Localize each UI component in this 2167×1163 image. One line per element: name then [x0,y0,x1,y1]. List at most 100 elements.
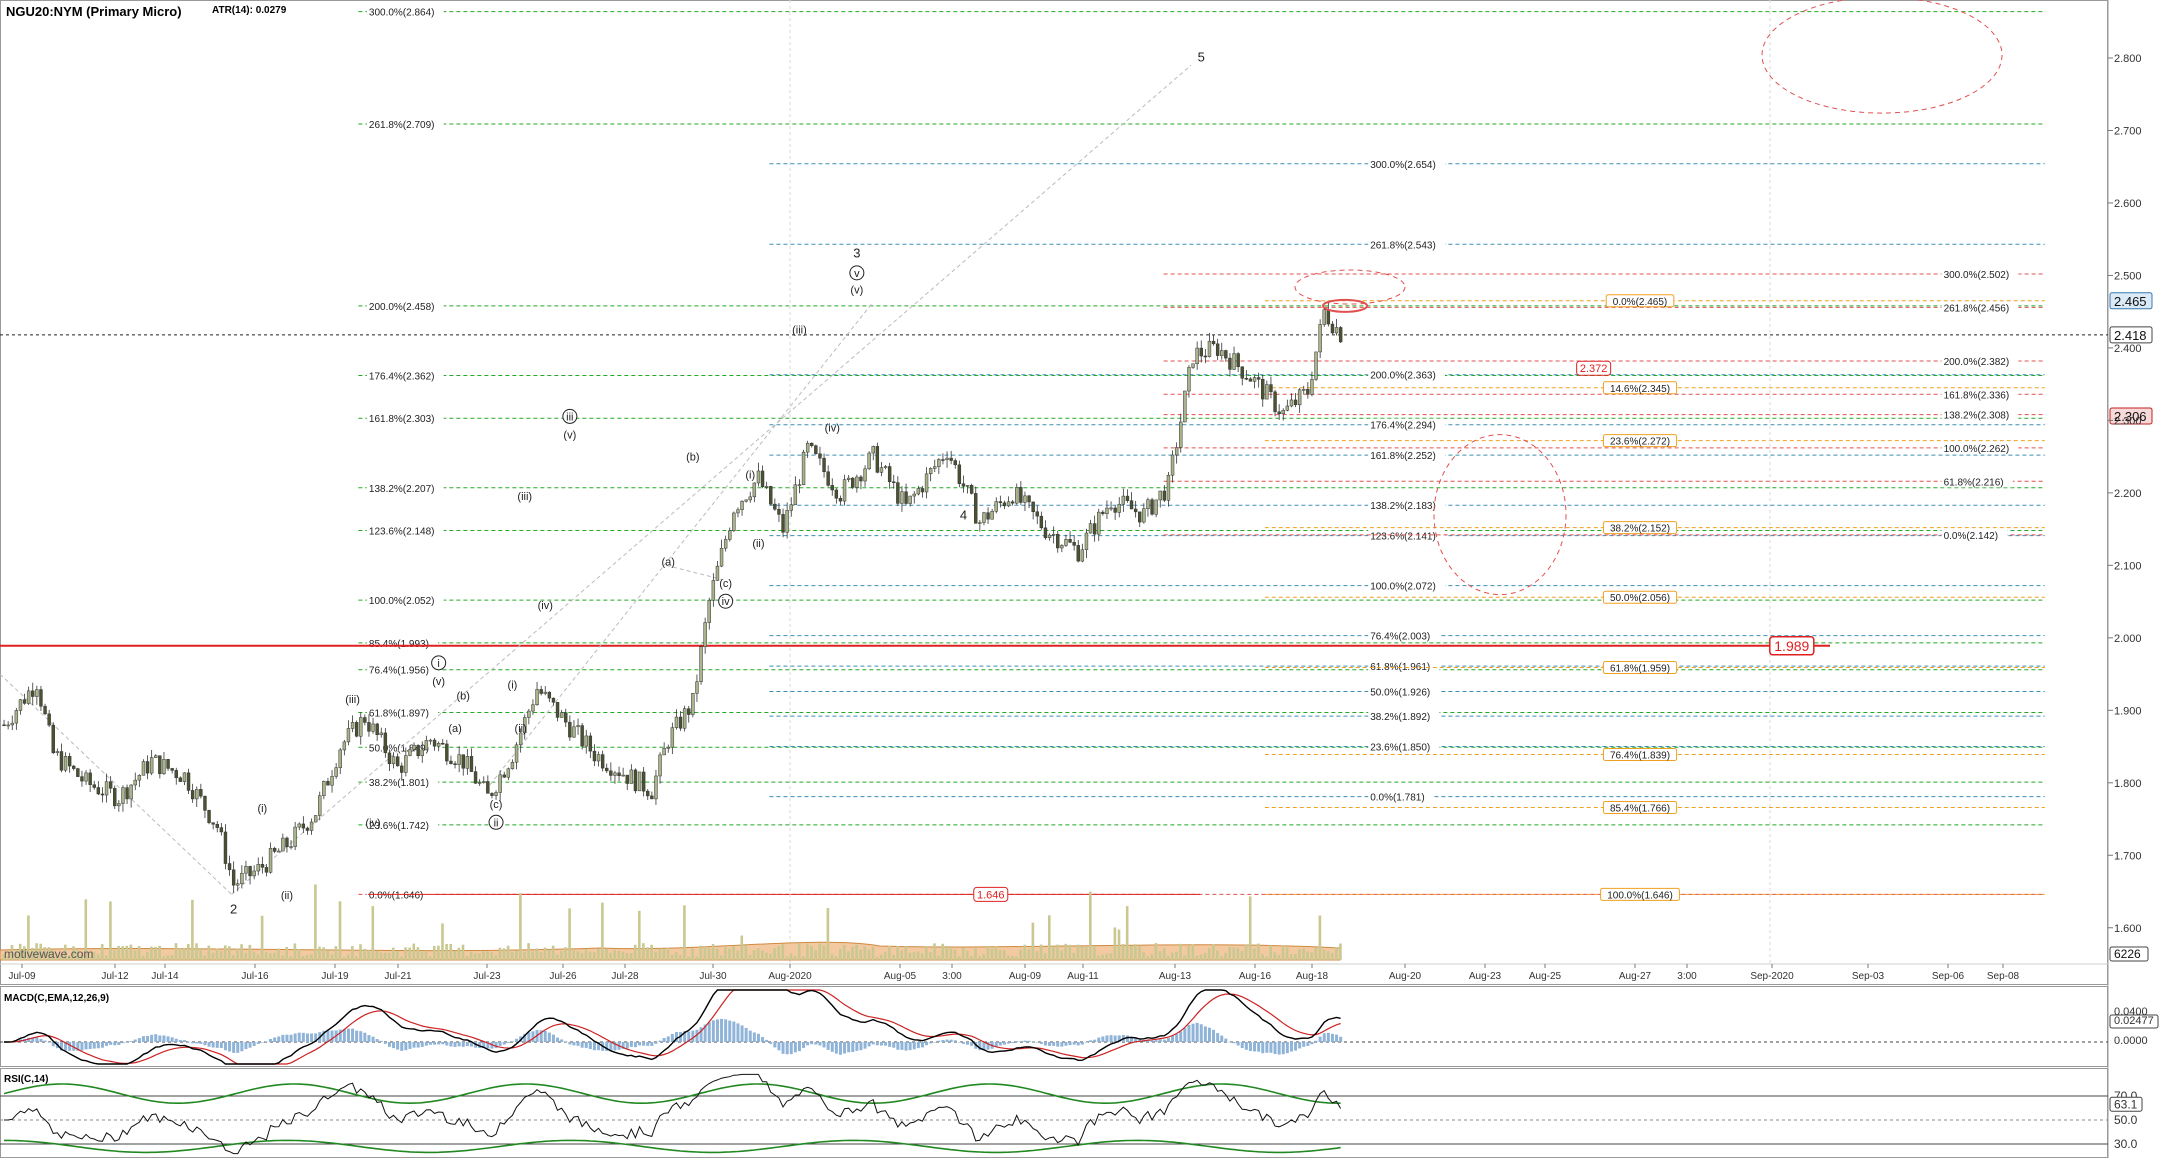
volume-bar [687,956,690,960]
volume-bar [1154,943,1158,960]
volume-bar [1076,944,1080,960]
macd-histogram-bar [765,1039,769,1042]
volume-bar [732,945,735,960]
volume-bar [453,951,457,960]
macd-histogram-bar [59,1042,63,1051]
candle-body [477,782,482,784]
volume-bar [1072,952,1076,960]
macd-histogram-bar [970,1042,974,1046]
volume-bar [211,952,215,960]
wave-label: (ii) [752,538,764,550]
volume-bar [781,944,785,960]
fib-label-bg [1941,388,2019,401]
candle-body [523,717,527,734]
volume-bar [383,952,387,960]
macd-histogram-bar [1117,1035,1121,1042]
fib-level-box [1602,800,1678,814]
candle-body [108,781,113,789]
volume-bar [543,947,547,960]
volume-bar [666,947,670,960]
volume-bar [1134,944,1137,960]
candle-body [617,772,621,777]
fib-label-bg [1941,441,2019,454]
candle-body [1170,454,1175,476]
macd-histogram-bar [662,1037,666,1042]
candle-body [723,539,728,549]
candle-body [461,754,465,769]
candle-body [1105,507,1109,514]
volume-bar [957,956,961,960]
macd-histogram-bar [1007,1042,1011,1044]
wave-label: i [437,658,439,670]
candle-body [1293,399,1298,406]
volume-bar [88,956,92,960]
axis-price-label: 2.465 [2114,294,2147,309]
macd-histogram-bar [31,1037,35,1042]
macd-histogram-bar [1158,1039,1162,1042]
candle-body [96,787,101,795]
macd-histogram-bar [1027,1040,1031,1042]
candle-body [875,446,880,473]
volume-bar [379,952,383,960]
macd-histogram-bar [789,1042,793,1055]
volume-bar [601,902,604,960]
volume-bar [1023,944,1026,960]
macd-histogram-bar [859,1042,863,1051]
volume-bar [203,955,206,960]
channel-line [231,64,1192,895]
macd-histogram-bar [957,1042,961,1043]
volume-bar [1097,955,1100,960]
macd-histogram-bar [769,1042,773,1044]
fib-level-box [1602,381,1678,395]
wave3-top-ellipse [1294,269,1406,305]
macd-signal-line [4,989,1341,1065]
volume-bar [359,944,362,960]
wave-label: iv [722,596,730,608]
rsi-line [4,1073,1342,1155]
volume-bar [334,946,338,960]
macd-histogram-bar [125,1042,129,1043]
candle-body [1150,499,1154,515]
volume-bar [625,953,629,960]
macd-histogram-bar [933,1042,937,1043]
candle-body [1142,508,1146,523]
candle-body [264,867,269,873]
volume-bar [658,948,662,960]
macd-histogram-bar [293,1033,297,1042]
macd-histogram-bar [646,1042,650,1046]
volume-bar [572,950,575,960]
macd-histogram-bar [453,1042,457,1047]
candle-body [510,761,515,770]
candle-body [272,847,277,852]
volume-bar [1101,954,1104,960]
candle-body [449,760,453,764]
fib-level-label: 200.0%(2.363) [1370,371,1436,382]
macd-histogram-bar [1306,1042,1310,1047]
volume-bar [1240,951,1244,960]
candle-body [26,690,31,704]
candle-body [1166,474,1171,501]
macd-histogram-bar [1179,1031,1183,1042]
volume-bar [1269,945,1272,960]
volume-bar [27,915,30,960]
volume-bar [547,949,551,960]
macd-histogram-bar [141,1036,145,1042]
channel-line [666,564,724,581]
axis-price-tag [2109,326,2153,344]
macd-histogram-bar [301,1032,305,1042]
candle-body [1273,391,1277,413]
volume-bar [1326,951,1330,960]
candle-body [1154,499,1158,515]
macd-histogram-bar [338,1029,342,1042]
volume-bar [1339,943,1342,960]
fib-level-label: 161.8%(2.303) [369,414,435,425]
fib-label-bg [366,594,444,607]
candle-body [35,689,39,697]
macd-histogram-bar [527,1032,531,1042]
candle-body [1256,377,1261,380]
volume-bar [330,954,334,960]
macd-histogram-bar [1289,1042,1293,1052]
volume-bar [863,946,867,960]
